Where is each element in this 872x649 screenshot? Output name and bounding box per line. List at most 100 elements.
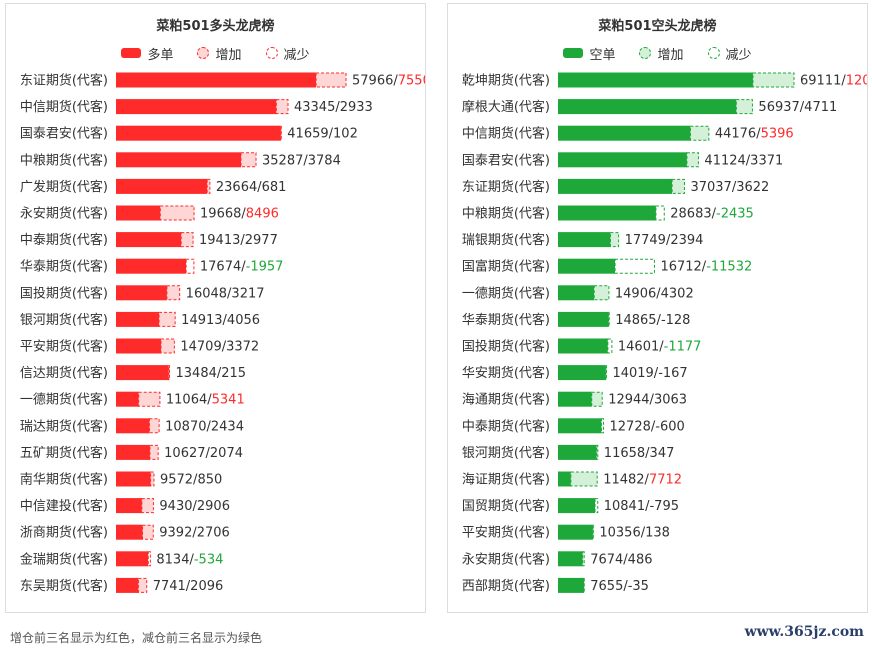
legend-decrease[interactable]: 减少 bbox=[707, 44, 752, 63]
bar-decrease bbox=[655, 205, 665, 221]
bar-row: 东证期货(代客) 37037/3622 bbox=[462, 178, 769, 195]
bar-decrease bbox=[594, 498, 599, 514]
chart-legend: 多单 增加 减少 bbox=[6, 44, 425, 63]
change-text: 138 bbox=[645, 526, 670, 541]
bar-row: 东吴期货(代客) 7741/2096 bbox=[20, 577, 223, 594]
value-label: 7674/486 bbox=[590, 552, 652, 567]
change-text: 3371 bbox=[750, 153, 783, 168]
category-label: 国投期货(代客) bbox=[462, 339, 550, 355]
bar-row: 国投期货(代客) 16048/3217 bbox=[20, 285, 265, 301]
bar-row: 中泰期货(代客) 12728/-600 bbox=[462, 418, 685, 434]
legend-main-swatch bbox=[121, 48, 142, 58]
bar-increase bbox=[671, 178, 685, 194]
bar-previous bbox=[116, 99, 277, 115]
bar-row: 中泰期货(代客) 19413/2977 bbox=[20, 232, 278, 248]
bar-increase bbox=[141, 498, 154, 514]
change-text: 2706 bbox=[197, 526, 230, 541]
bar-decrease bbox=[185, 258, 195, 274]
change-text: -11532 bbox=[706, 260, 752, 275]
value-text: 14913/ bbox=[181, 313, 227, 328]
bar-previous bbox=[116, 577, 139, 593]
legend-increase[interactable]: 增加 bbox=[639, 44, 684, 63]
change-text: 3372 bbox=[226, 340, 259, 355]
value-text: 44176/ bbox=[715, 127, 761, 142]
change-text: 3784 bbox=[308, 153, 341, 168]
bar-previous bbox=[116, 365, 169, 381]
bar-increase bbox=[240, 152, 257, 168]
change-text: 2074 bbox=[210, 446, 243, 461]
value-label: 9392/2706 bbox=[159, 526, 230, 541]
change-text: -795 bbox=[649, 499, 679, 514]
value-text: 9572/ bbox=[160, 473, 198, 488]
change-text: 681 bbox=[262, 180, 287, 195]
category-label: 中粮期货(代客) bbox=[20, 152, 108, 168]
bar-row: 中粮期货(代客) 35287/3784 bbox=[20, 152, 341, 168]
legend-increase[interactable]: 增加 bbox=[197, 44, 242, 63]
category-label: 中泰期货(代客) bbox=[20, 232, 108, 248]
bar-row: 国富期货(代客) 16712/-11532 bbox=[462, 258, 752, 275]
legend-main[interactable]: 空单 bbox=[563, 44, 615, 63]
bar-row: 西部期货(代客) 7655/-35 bbox=[462, 577, 649, 594]
bar-increase bbox=[689, 125, 710, 141]
bar-previous bbox=[116, 205, 161, 221]
bar-decrease bbox=[614, 258, 655, 274]
change-text: 486 bbox=[628, 552, 653, 567]
bar-decrease bbox=[600, 418, 605, 434]
value-text: 69111/ bbox=[800, 74, 846, 89]
value-text: 23664/ bbox=[216, 180, 262, 195]
category-label: 海证期货(代客) bbox=[462, 472, 550, 488]
value-text: 14906/ bbox=[615, 286, 661, 301]
change-text: 7712 bbox=[649, 473, 682, 488]
bar-row: 永安期货(代客) 7674/486 bbox=[462, 551, 653, 567]
bar-row: 国投期货(代客) 14601/-1177 bbox=[462, 338, 702, 355]
value-text: 41659/ bbox=[287, 127, 333, 142]
bar-current bbox=[116, 551, 149, 567]
category-label: 广发期货(代客) bbox=[20, 179, 108, 195]
bar-increase bbox=[148, 418, 160, 434]
category-label: 中信期货(代客) bbox=[20, 99, 108, 115]
value-label: 9572/850 bbox=[160, 473, 222, 488]
legend-decrease-label: 减少 bbox=[283, 47, 310, 63]
value-text: 37037/ bbox=[690, 180, 736, 195]
bar-decrease bbox=[605, 365, 607, 381]
value-text: 17674/ bbox=[200, 260, 246, 275]
value-label: 12944/3063 bbox=[608, 393, 687, 408]
value-text: 41124/ bbox=[704, 153, 750, 168]
category-label: 中粮期货(代客) bbox=[462, 206, 550, 222]
bar-previous bbox=[558, 444, 597, 460]
category-label: 信达期货(代客) bbox=[20, 365, 108, 381]
change-text: -1177 bbox=[664, 340, 702, 355]
category-label: 国贸期货(代客) bbox=[462, 498, 550, 514]
legend-main[interactable]: 多单 bbox=[121, 44, 173, 63]
value-text: 11064/ bbox=[166, 393, 212, 408]
bar-previous bbox=[558, 524, 593, 540]
category-label: 一德期货(代客) bbox=[462, 285, 550, 301]
bar-increase bbox=[137, 577, 148, 593]
bar-increase bbox=[686, 152, 699, 168]
value-label: 10841/-795 bbox=[604, 499, 679, 514]
bar-row: 浙商期货(代客) 9392/2706 bbox=[20, 524, 230, 541]
bar-increase bbox=[315, 72, 347, 88]
bar-increase bbox=[142, 524, 154, 540]
footnote: 增仓前三名显示为红色，减仓前三名显示为绿色 bbox=[10, 631, 263, 645]
bar-previous bbox=[558, 232, 611, 248]
value-label: 37037/3622 bbox=[690, 180, 769, 195]
category-label: 国富期货(代客) bbox=[462, 259, 550, 275]
bar-current bbox=[558, 577, 585, 593]
bar-current bbox=[558, 311, 609, 327]
bar-row: 中信期货(代客) 43345/2933 bbox=[20, 99, 373, 115]
value-text: 14019/ bbox=[612, 366, 658, 381]
legend-increase-label: 增加 bbox=[657, 47, 684, 63]
bar-row: 华安期货(代客) 14019/-167 bbox=[462, 365, 688, 381]
value-text: 11658/ bbox=[604, 446, 650, 461]
change-text: 215 bbox=[221, 366, 246, 381]
category-label: 永安期货(代客) bbox=[20, 206, 108, 222]
bar-row: 永安期货(代客) 19668/8496 bbox=[20, 205, 279, 222]
bar-increase bbox=[160, 338, 175, 354]
value-text: 12728/ bbox=[610, 419, 656, 434]
category-label: 华泰期货(代客) bbox=[20, 259, 108, 275]
value-label: 17674/-1957 bbox=[200, 260, 284, 275]
legend-decrease[interactable]: 减少 bbox=[265, 44, 310, 63]
change-text: 3063 bbox=[654, 393, 687, 408]
value-text: 28683/ bbox=[670, 207, 716, 222]
